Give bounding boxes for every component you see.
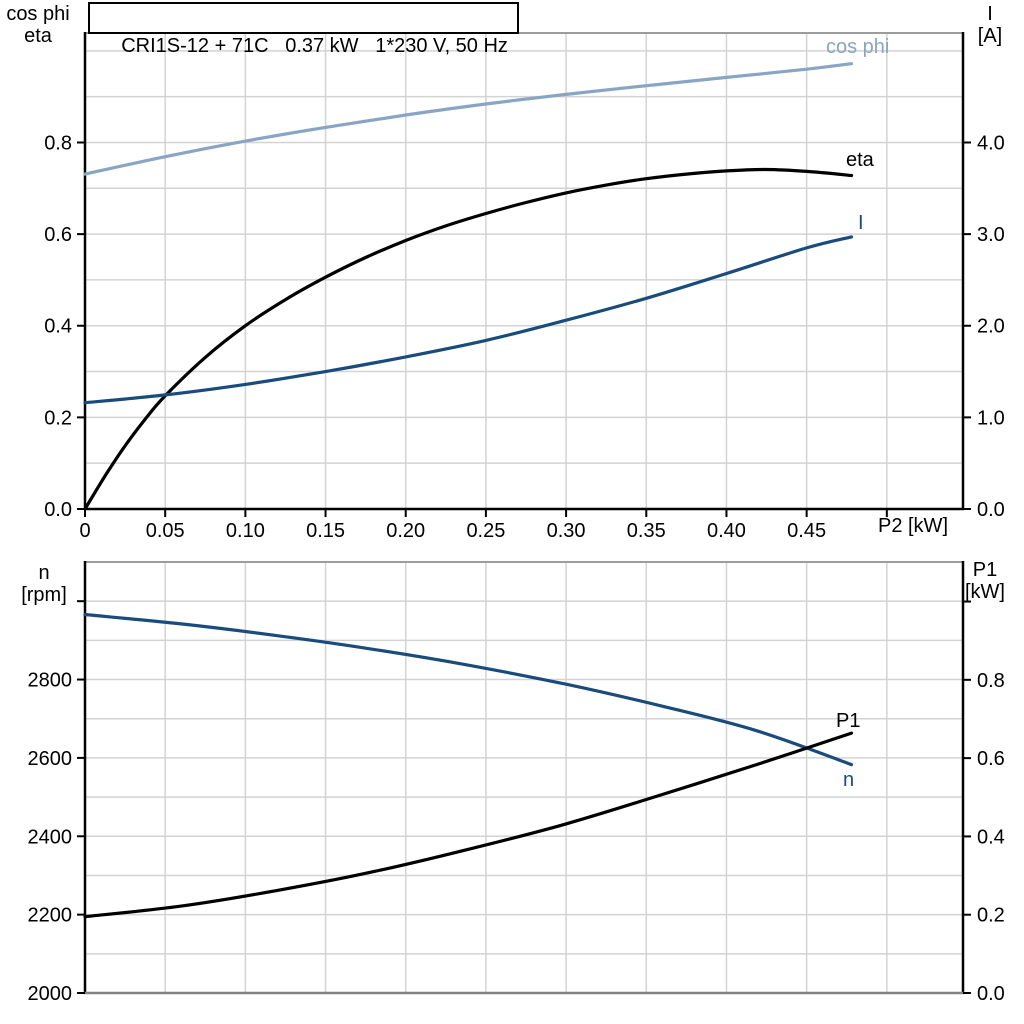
right-tick-label: 0.0 (977, 983, 1005, 1005)
top-left-axis-title: cos phi eta (0, 3, 76, 47)
left-tick-label: 0.2 (44, 407, 72, 429)
power-axis-title-line2: [kW] (965, 581, 1005, 603)
curve-n (83, 612, 854, 767)
right-tick-label: 0.8 (977, 670, 1005, 692)
curve-cos-phi (83, 62, 854, 176)
curve-i (83, 235, 854, 405)
left-tick-label: 2000 (28, 983, 73, 1005)
x-tick-label: 0.15 (306, 520, 345, 542)
right-tick-label: 0.4 (977, 826, 1005, 848)
power-axis-title-line1: P1 (972, 559, 998, 581)
left-tick-label: 2200 (28, 905, 73, 927)
x-tick-label: 0.25 (466, 520, 505, 542)
left-tick-label: 2600 (28, 748, 73, 770)
chart-title: CRI1S-12 + 71C 0.37 kW 1*230 V, 50 Hz (121, 35, 508, 57)
x-tick-label: 0.05 (146, 520, 185, 542)
x-tick-label: 0.20 (386, 520, 425, 542)
right-axis-title-line1: I (987, 3, 993, 25)
left-tick-label: 0.6 (44, 224, 72, 246)
left-tick-label: 2800 (28, 670, 73, 692)
right-tick-label: 0.6 (977, 748, 1005, 770)
curve-label-p1: P1 (836, 710, 861, 732)
right-axis-title-line2: [A] (977, 25, 1003, 47)
right-tick-label: 1.0 (977, 407, 1005, 429)
x-tick-label: 0.45 (787, 520, 826, 542)
x-tick-label: 0 (79, 520, 90, 542)
x-tick-label: 0.10 (226, 520, 265, 542)
curve-p1 (83, 731, 854, 919)
right-tick-label: 0.2 (977, 905, 1005, 927)
left-tick-label: 2400 (28, 826, 73, 848)
x-axis-label: P2 [kW] (877, 515, 948, 537)
curve-label-eta: eta (846, 149, 874, 171)
top-right-axis-title: I [A] (956, 3, 1024, 47)
right-tick-label: 0.0 (977, 499, 1005, 521)
curve-label-current: I (858, 212, 864, 234)
bottom-right-axis-title: P1 [kW] (946, 559, 1024, 603)
left-tick-label: 0.4 (44, 316, 72, 338)
x-tick-label: 0.35 (627, 520, 666, 542)
left-axis-title-line2: eta (24, 25, 52, 47)
left-tick-label: 0.0 (44, 499, 72, 521)
curve-label-cos-phi: cos phi (826, 36, 890, 58)
chart-title-box: CRI1S-12 + 71C 0.37 kW 1*230 V, 50 Hz (88, 2, 519, 57)
curve-label-n: n (843, 769, 855, 791)
speed-axis-title-line1: n (38, 562, 50, 584)
x-tick-label: 0.30 (547, 520, 586, 542)
speed-axis-title-line2: [rpm] (21, 584, 67, 606)
left-tick-label: 0.8 (44, 132, 72, 154)
right-tick-label: 3.0 (977, 224, 1005, 246)
bottom-left-axis-title: n [rpm] (6, 562, 82, 606)
curve-eta (83, 167, 854, 511)
right-tick-label: 2.0 (977, 316, 1005, 338)
right-tick-label: 4.0 (977, 132, 1005, 154)
left-axis-title-line1: cos phi (6, 3, 70, 25)
x-tick-label: 0.40 (707, 520, 746, 542)
